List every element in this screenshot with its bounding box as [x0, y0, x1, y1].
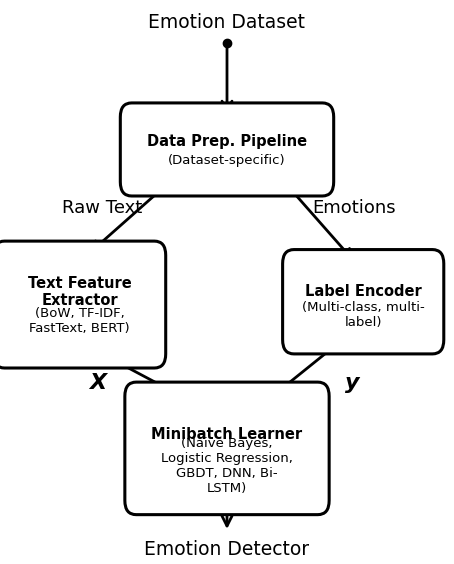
- Text: Text Feature
Extractor: Text Feature Extractor: [28, 276, 131, 308]
- Text: Minibatch Learner: Minibatch Learner: [152, 428, 302, 442]
- Text: Label Encoder: Label Encoder: [305, 284, 422, 299]
- Text: (BoW, TF-IDF,
FastText, BERT): (BoW, TF-IDF, FastText, BERT): [29, 307, 130, 336]
- Text: Data Prep. Pipeline: Data Prep. Pipeline: [147, 134, 307, 148]
- Text: (Naive Bayes,
Logistic Regression,
GBDT, DNN, Bi-
LSTM): (Naive Bayes, Logistic Regression, GBDT,…: [161, 437, 293, 495]
- Text: (Dataset-specific): (Dataset-specific): [168, 154, 286, 167]
- Text: X: X: [89, 373, 106, 393]
- Text: Raw Text: Raw Text: [62, 199, 142, 217]
- FancyBboxPatch shape: [282, 249, 444, 354]
- FancyBboxPatch shape: [0, 241, 166, 368]
- FancyBboxPatch shape: [120, 103, 334, 196]
- Text: y: y: [345, 373, 359, 393]
- Text: Emotion Dataset: Emotion Dataset: [148, 13, 306, 32]
- Text: Emotion Detector: Emotion Detector: [144, 540, 310, 559]
- FancyBboxPatch shape: [125, 382, 329, 514]
- Text: (Multi-class, multi-
label): (Multi-class, multi- label): [302, 301, 424, 329]
- Text: Emotions: Emotions: [312, 199, 396, 217]
